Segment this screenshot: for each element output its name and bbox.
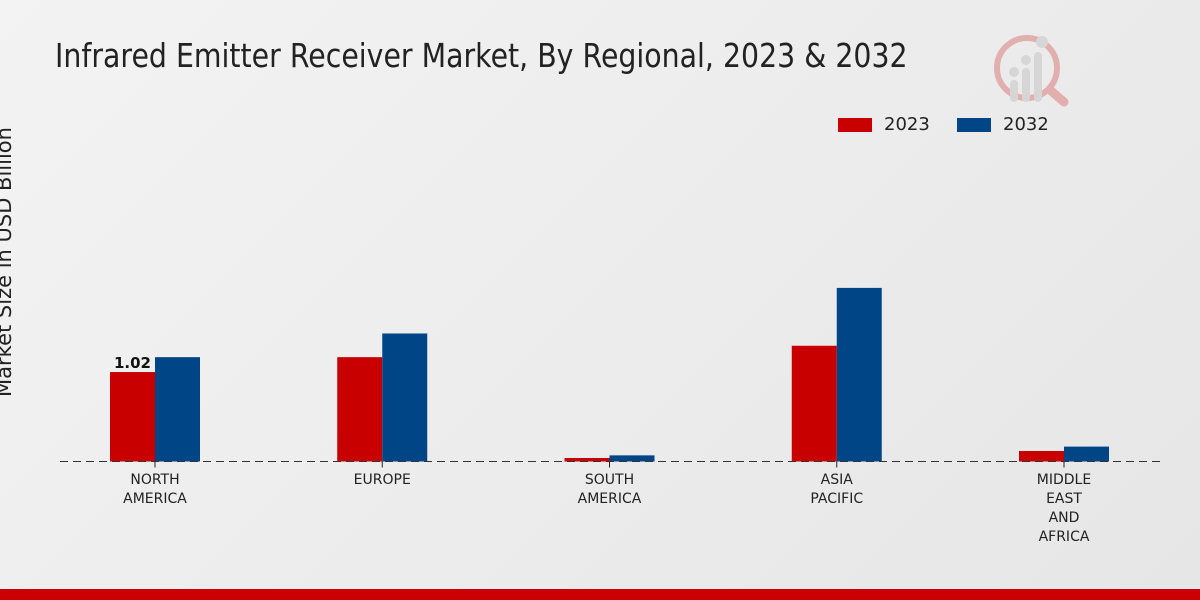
data-label: 1.02 bbox=[114, 354, 151, 372]
bar-2023-3 bbox=[791, 345, 837, 462]
bar-2023-4 bbox=[1019, 450, 1064, 462]
bar-2032-3 bbox=[836, 287, 882, 462]
legend-swatch bbox=[838, 117, 872, 132]
bar-2023-1 bbox=[337, 357, 383, 462]
x-tick-label: NORTH AMERICA bbox=[123, 472, 187, 507]
x-tick-label: EUROPE bbox=[354, 472, 411, 488]
legend-item-2032: 2032 bbox=[957, 114, 1049, 135]
bar-2032-0 bbox=[155, 357, 200, 462]
legend-item-2023: 2023 bbox=[838, 114, 930, 135]
x-tick-label: ASIA PACIFIC bbox=[810, 472, 863, 507]
x-tick-label: SOUTH AMERICA bbox=[578, 472, 642, 507]
legend-label: 2023 bbox=[884, 114, 930, 135]
bar-2032-1 bbox=[382, 333, 428, 462]
footer-bar bbox=[0, 589, 1200, 600]
legend-label: 2032 bbox=[1003, 114, 1049, 135]
bar-2032-4 bbox=[1064, 446, 1109, 462]
bar-2023-0 bbox=[110, 372, 155, 462]
bar-2023-2 bbox=[564, 457, 610, 462]
x-tick-label: MIDDLE EAST AND AFRICA bbox=[1037, 472, 1091, 545]
bar-2032-2 bbox=[609, 455, 655, 462]
legend-swatch bbox=[957, 117, 991, 132]
chart-title: Infrared Emitter Receiver Market, By Reg… bbox=[55, 36, 908, 75]
